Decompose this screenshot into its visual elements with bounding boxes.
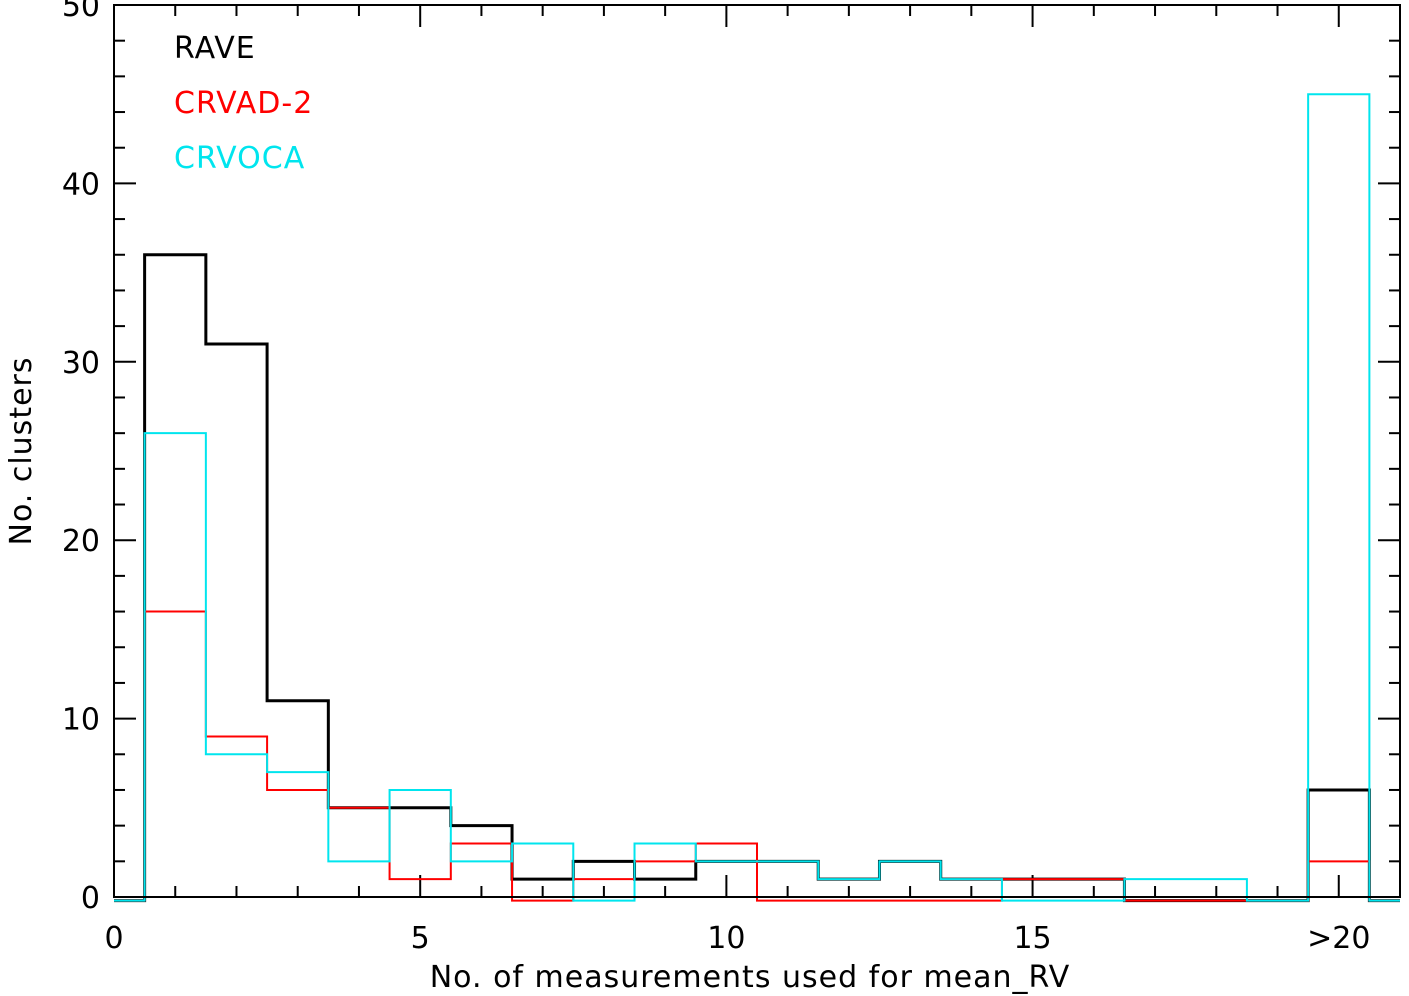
series-line-rave: [114, 253, 1400, 903]
x-tick-labels: 0 5 10 15 >20: [104, 921, 1370, 956]
y-tick-labels: 0 10 20 30 40 50: [62, 0, 100, 916]
legend-entry-crvoca: CRVOCA: [174, 141, 305, 176]
x-tick-label: 15: [1013, 921, 1051, 956]
series-layer: [114, 93, 1400, 903]
x-tick-label: 10: [707, 921, 745, 956]
y-tick-label: 40: [62, 167, 100, 202]
legend-entry-crvad-2: CRVAD-2: [174, 86, 313, 121]
y-tick-label: 50: [62, 0, 100, 24]
y-tick-label: 0: [81, 881, 100, 916]
x-tick-label: >20: [1307, 921, 1370, 956]
x-axis-title: No. of measurements used for mean_RV: [430, 960, 1071, 995]
y-tick-label: 10: [62, 703, 100, 738]
series-line-crvoca: [114, 93, 1400, 902]
legend: RAVE CRVAD-2 CRVOCA: [174, 31, 313, 176]
x-tick-label: 0: [104, 921, 123, 956]
y-tick-label: 30: [62, 346, 100, 381]
series-line-crvad-2: [114, 610, 1400, 902]
plot-frame: [113, 4, 1401, 898]
legend-entry-rave: RAVE: [174, 31, 256, 66]
tick-marks: [113, 4, 1401, 898]
y-axis-title: No. clusters: [4, 357, 39, 546]
x-tick-label: 5: [411, 921, 430, 956]
y-tick-label: 20: [62, 524, 100, 559]
